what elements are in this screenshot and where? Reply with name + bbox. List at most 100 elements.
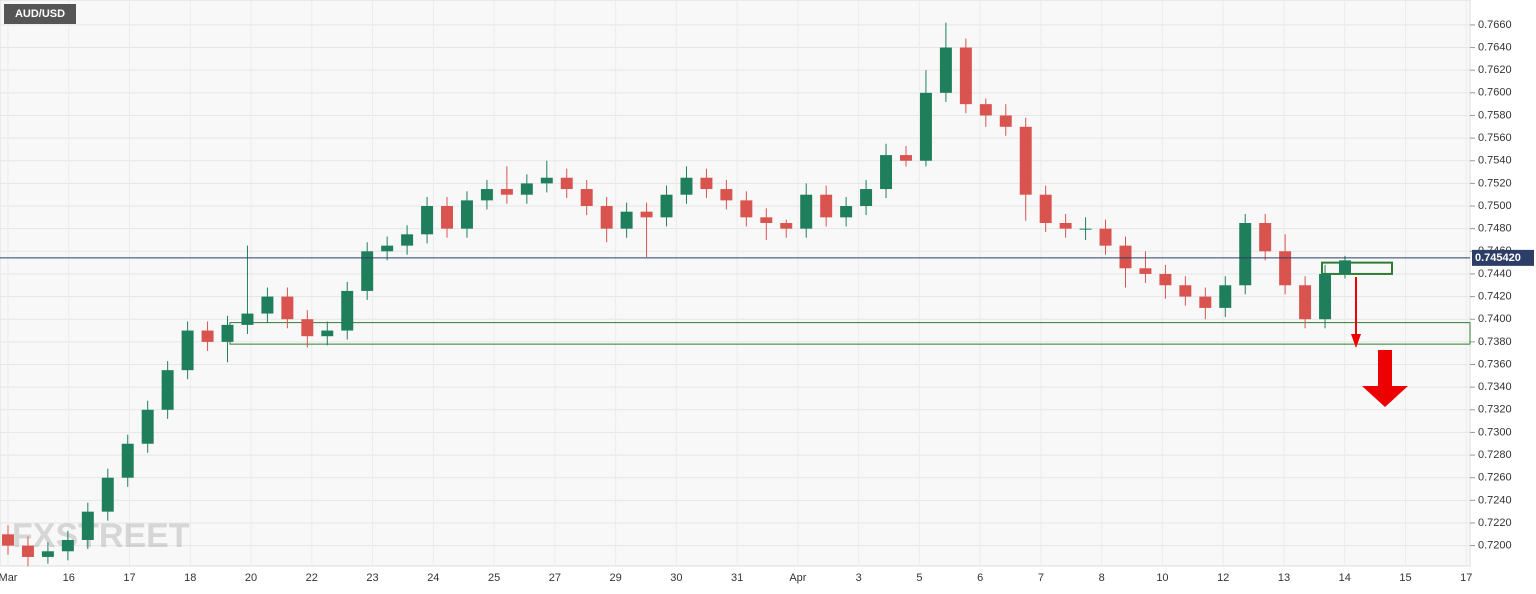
candle-body bbox=[760, 217, 773, 224]
y-tick-label: 0.7260 bbox=[1478, 472, 1512, 484]
candle-body bbox=[1299, 285, 1312, 320]
y-tick-label: 0.7320 bbox=[1478, 404, 1512, 416]
candle-body bbox=[800, 194, 813, 229]
x-tick-label: 31 bbox=[731, 572, 743, 584]
candle-body bbox=[720, 189, 733, 201]
candle-body bbox=[680, 177, 693, 195]
y-tick-label: 0.7300 bbox=[1478, 426, 1512, 438]
candle-body bbox=[41, 551, 54, 557]
candle-body bbox=[161, 370, 174, 410]
candle-body bbox=[81, 511, 94, 540]
y-tick-label: 0.7420 bbox=[1478, 290, 1512, 302]
x-tick-label: 24 bbox=[427, 572, 439, 584]
y-tick-label: 0.7220 bbox=[1478, 517, 1512, 529]
candle-body bbox=[2, 534, 14, 546]
y-tick-label: 0.7540 bbox=[1478, 155, 1512, 167]
x-tick-label: 25 bbox=[488, 572, 500, 584]
candle-body bbox=[261, 296, 274, 314]
x-tick-label: Apr bbox=[789, 572, 806, 584]
watermark: FXSTREET bbox=[12, 517, 190, 555]
candle-body bbox=[1059, 223, 1072, 229]
candle-body bbox=[281, 296, 294, 320]
big-arrow bbox=[1362, 350, 1408, 407]
candle-body bbox=[201, 330, 214, 342]
y-tick-label: 0.7660 bbox=[1478, 19, 1512, 31]
y-tick-label: 0.7380 bbox=[1478, 336, 1512, 348]
x-tick-label: 6 bbox=[977, 572, 983, 584]
candle-body bbox=[880, 155, 893, 190]
candle-body bbox=[441, 206, 454, 229]
candle-body bbox=[640, 211, 653, 218]
candle-body bbox=[580, 189, 593, 207]
candle-body bbox=[361, 251, 374, 291]
candle-body bbox=[919, 92, 932, 161]
candle-body bbox=[141, 409, 154, 444]
y-tick-label: 0.7400 bbox=[1478, 313, 1512, 325]
candle-body bbox=[301, 319, 314, 337]
zone bbox=[1321, 261, 1393, 275]
x-tick-label: 17 bbox=[123, 572, 135, 584]
y-tick-label: 0.7520 bbox=[1478, 177, 1512, 189]
candle-body bbox=[121, 443, 134, 478]
y-tick-label: 0.7480 bbox=[1478, 223, 1512, 235]
candle-body bbox=[1279, 251, 1292, 286]
candle-body bbox=[1239, 223, 1252, 286]
candle-body bbox=[61, 539, 74, 552]
candle-body bbox=[999, 115, 1012, 127]
candle-body bbox=[660, 194, 673, 218]
y-tick-label: 0.7440 bbox=[1478, 268, 1512, 280]
candle-body bbox=[341, 290, 354, 331]
candle-body bbox=[1339, 260, 1351, 274]
y-tick-label: 0.7240 bbox=[1478, 494, 1512, 506]
x-tick-label: 20 bbox=[245, 572, 257, 584]
candle-body bbox=[480, 189, 493, 201]
candle-body bbox=[600, 206, 613, 229]
candle-body bbox=[1319, 273, 1332, 320]
candle-body bbox=[520, 183, 533, 195]
candle-body bbox=[181, 330, 194, 371]
x-tick-label: 17 bbox=[1460, 572, 1472, 584]
chart-title: AUD/USD bbox=[15, 8, 65, 20]
candle-body bbox=[560, 177, 573, 190]
candle-body bbox=[540, 177, 553, 184]
candle-body bbox=[1199, 296, 1212, 308]
candle-body bbox=[221, 324, 234, 342]
candle-body bbox=[101, 477, 114, 512]
candle-body bbox=[1099, 228, 1112, 246]
x-tick-label: 16 bbox=[63, 572, 75, 584]
candle-body bbox=[740, 200, 753, 218]
y-tick-label: 0.7560 bbox=[1478, 132, 1512, 144]
candle-body bbox=[421, 206, 434, 235]
candle-body bbox=[1139, 268, 1152, 274]
x-tick-label: 27 bbox=[549, 572, 561, 584]
candle-body bbox=[1179, 285, 1192, 297]
candle-body bbox=[620, 211, 633, 229]
candle-body bbox=[840, 206, 853, 218]
candle-body bbox=[21, 545, 34, 557]
x-tick-label: 13 bbox=[1278, 572, 1290, 584]
x-tick-label: 18 bbox=[184, 572, 196, 584]
candle-body bbox=[1079, 228, 1092, 230]
y-tick-label: 0.7360 bbox=[1478, 358, 1512, 370]
x-tick-label: 7 bbox=[1038, 572, 1044, 584]
x-tick-label: 5 bbox=[916, 572, 922, 584]
candle-body bbox=[1159, 273, 1172, 286]
x-tick-label: 30 bbox=[670, 572, 682, 584]
current-price-label: 0.745420 bbox=[1475, 252, 1521, 264]
y-tick-label: 0.7600 bbox=[1478, 87, 1512, 99]
arrows bbox=[1351, 277, 1408, 407]
candle-body bbox=[460, 200, 473, 229]
candle-body bbox=[381, 245, 394, 252]
x-tick-label: 3 bbox=[856, 572, 862, 584]
x-tick-label: Mar bbox=[0, 572, 18, 584]
candle-body bbox=[899, 155, 912, 161]
title-box bbox=[4, 4, 76, 24]
y-tick-label: 0.7500 bbox=[1478, 200, 1512, 212]
x-tick-label: 10 bbox=[1156, 572, 1168, 584]
x-tick-label: 14 bbox=[1339, 572, 1351, 584]
candle-body bbox=[939, 47, 952, 93]
candle-body bbox=[401, 234, 414, 246]
current-price-box bbox=[1472, 249, 1534, 266]
